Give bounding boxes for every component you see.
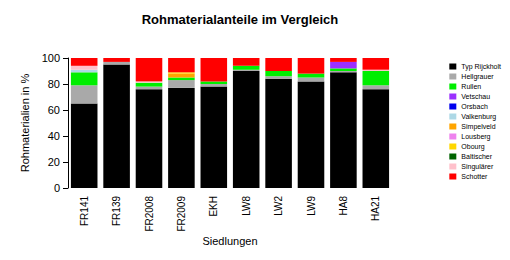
svg-text:Baltischer: Baltischer [461,153,492,160]
svg-text:Rullen: Rullen [461,83,481,90]
svg-text:Siedlungen: Siedlungen [202,235,257,247]
svg-text:FR2008: FR2008 [144,196,155,232]
svg-text:0: 0 [54,182,60,194]
svg-text:80: 80 [48,78,60,90]
svg-text:Rohmaterialien in %: Rohmaterialien in % [19,74,31,173]
svg-text:20: 20 [48,156,60,168]
svg-text:HA21: HA21 [370,196,381,221]
svg-text:LW8: LW8 [241,196,252,216]
svg-text:40: 40 [48,130,60,142]
svg-text:60: 60 [48,104,60,116]
svg-text:Orsbach: Orsbach [461,103,488,110]
svg-text:FR2009: FR2009 [176,196,187,232]
svg-text:Vetschau: Vetschau [461,93,490,100]
svg-text:Rohmaterialanteile im Vergleic: Rohmaterialanteile im Vergleich [142,12,339,27]
svg-text:Valkenburg: Valkenburg [461,113,496,121]
svg-text:100: 100 [42,52,60,64]
svg-text:FR139: FR139 [111,196,122,226]
svg-text:HA8: HA8 [338,196,349,216]
svg-text:EKH: EKH [208,196,219,217]
svg-text:Simpelveld: Simpelveld [461,123,495,131]
svg-text:Schotter: Schotter [461,173,488,180]
svg-text:FR141: FR141 [79,196,90,226]
svg-text:Obourg: Obourg [461,143,484,151]
svg-text:Lousberg: Lousberg [461,133,490,141]
svg-text:Typ Rijckholt: Typ Rijckholt [461,63,501,71]
svg-text:Hellgrauer: Hellgrauer [461,73,494,81]
svg-text:LW2: LW2 [273,196,284,216]
svg-text:Singulärer: Singulärer [461,163,494,171]
svg-text:LW9: LW9 [306,196,317,216]
